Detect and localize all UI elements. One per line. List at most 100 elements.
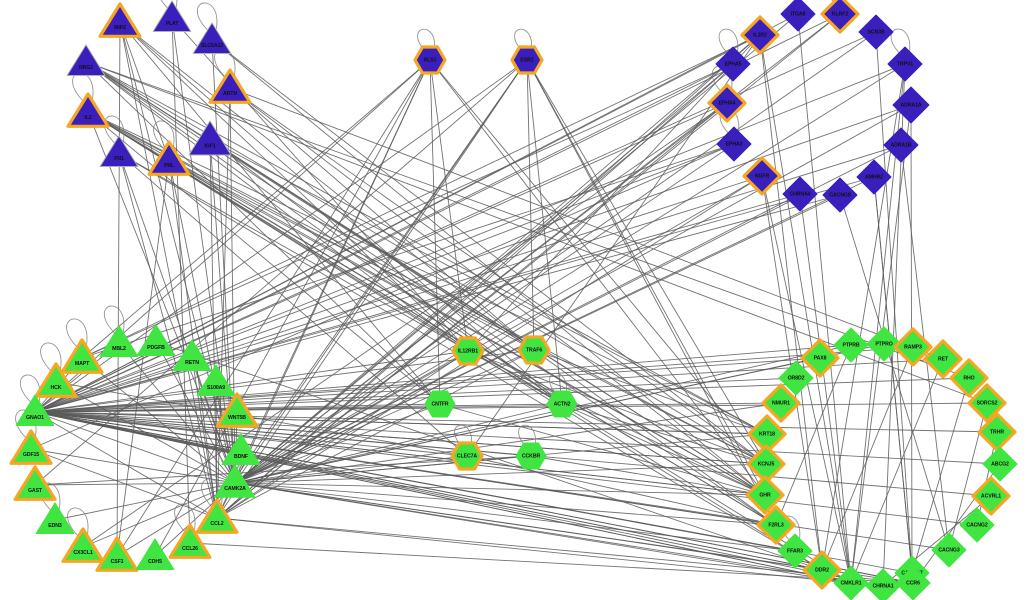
triangle-node-shape[interactable] xyxy=(99,135,139,167)
triangle-node-shape[interactable] xyxy=(34,362,78,398)
graph-node[interactable]: RLS1 xyxy=(413,45,447,75)
graph-node[interactable]: ITGA8 xyxy=(780,0,816,32)
diamond-node-shape[interactable] xyxy=(780,0,816,32)
graph-node[interactable]: PLAT xyxy=(152,0,192,32)
diamond-node-shape[interactable] xyxy=(740,15,780,55)
diamond-node-shape[interactable] xyxy=(820,0,860,34)
graph-node[interactable]: IL2 xyxy=(66,92,110,128)
diamond-node-shape[interactable] xyxy=(856,159,892,195)
graph-node[interactable]: TRPV1 xyxy=(887,46,923,82)
graph-node[interactable]: MAPT xyxy=(60,338,104,374)
hexagon-node-shape[interactable] xyxy=(450,441,484,471)
diamond-node-shape[interactable] xyxy=(949,358,989,398)
graph-node[interactable]: CACNG3 xyxy=(931,532,967,568)
diamond-node-shape[interactable] xyxy=(967,383,1007,423)
hexagon-node-shape[interactable] xyxy=(413,45,447,75)
diamond-node-shape[interactable] xyxy=(971,476,1011,516)
diamond-node-shape[interactable] xyxy=(833,565,869,600)
graph-node[interactable]: EDN3 xyxy=(35,502,75,534)
graph-node[interactable]: RETN xyxy=(172,339,212,371)
triangle-node-shape[interactable] xyxy=(168,523,212,559)
graph-node[interactable]: CLEC7A xyxy=(450,441,484,471)
triangle-node-shape[interactable] xyxy=(35,502,75,534)
graph-node[interactable]: FN1 xyxy=(99,135,139,167)
graph-node[interactable]: ARTN xyxy=(208,68,252,104)
triangle-node-shape[interactable] xyxy=(98,2,142,38)
diamond-node-shape[interactable] xyxy=(745,475,785,515)
graph-node[interactable]: MIP2 xyxy=(98,2,142,38)
diamond-node-shape[interactable] xyxy=(858,14,894,50)
diamond-node-shape[interactable] xyxy=(756,505,796,545)
graph-node[interactable]: EPHA3 xyxy=(716,126,752,162)
diamond-node-shape[interactable] xyxy=(923,339,963,379)
hexagon-node-shape[interactable] xyxy=(424,390,456,418)
triangle-node-shape[interactable] xyxy=(136,324,176,356)
diamond-node-shape[interactable] xyxy=(822,177,858,213)
diamond-node-shape[interactable] xyxy=(887,46,923,82)
triangle-node-shape[interactable] xyxy=(196,364,236,396)
triangle-node-shape[interactable] xyxy=(66,44,106,76)
triangle-node-shape[interactable] xyxy=(15,394,55,426)
diamond-node-shape[interactable] xyxy=(742,156,782,196)
graph-node[interactable]: PAX8 xyxy=(800,338,840,378)
diamond-node-shape[interactable] xyxy=(982,446,1018,482)
graph-node[interactable]: ADRA1A xyxy=(892,86,930,124)
diamond-node-shape[interactable] xyxy=(761,383,801,423)
graph-node[interactable]: ACVRL1 xyxy=(971,476,1011,516)
triangle-node-shape[interactable] xyxy=(172,339,212,371)
diamond-node-shape[interactable] xyxy=(866,326,902,362)
triangle-node-shape[interactable] xyxy=(188,120,232,156)
triangle-node-shape[interactable] xyxy=(214,464,256,498)
graph-node[interactable]: CCL2 xyxy=(195,498,239,534)
hexagon-node-shape[interactable] xyxy=(517,335,551,365)
graph-node[interactable]: CHRNA1 xyxy=(865,568,901,600)
diamond-node-shape[interactable] xyxy=(716,126,752,162)
hexagon-node-shape[interactable] xyxy=(546,390,578,418)
triangle-node-shape[interactable] xyxy=(195,498,239,534)
diamond-node-shape[interactable] xyxy=(800,338,840,378)
hexagon-node-shape[interactable] xyxy=(451,336,485,366)
diamond-node-shape[interactable] xyxy=(931,532,967,568)
graph-node[interactable]: ADRA1B xyxy=(883,127,919,163)
diamond-node-shape[interactable] xyxy=(883,127,919,163)
triangle-node-shape[interactable] xyxy=(13,465,57,501)
triangle-node-shape[interactable] xyxy=(95,536,139,572)
graph-node[interactable]: SLC6A12 xyxy=(192,22,232,54)
triangle-node-shape[interactable] xyxy=(99,325,139,357)
graph-node[interactable]: SCN3B xyxy=(858,14,894,50)
diamond-node-shape[interactable] xyxy=(777,533,813,569)
graph-node[interactable]: EPHA5 xyxy=(715,46,751,82)
hexagon-node-shape[interactable] xyxy=(515,442,547,470)
graph-node[interactable]: FFAR3 xyxy=(777,533,813,569)
diamond-node-shape[interactable] xyxy=(782,176,818,212)
triangle-node-shape[interactable] xyxy=(135,538,175,570)
diamond-node-shape[interactable] xyxy=(778,360,814,396)
diamond-node-shape[interactable] xyxy=(707,83,747,123)
triangle-node-shape[interactable] xyxy=(221,433,261,465)
diamond-node-shape[interactable] xyxy=(892,86,930,124)
diamond-node-shape[interactable] xyxy=(715,46,751,82)
triangle-node-shape[interactable] xyxy=(9,429,53,465)
triangle-node-shape[interactable] xyxy=(66,92,110,128)
triangle-node-shape[interactable] xyxy=(60,338,104,374)
triangle-node-shape[interactable] xyxy=(208,68,252,104)
triangle-node-shape[interactable] xyxy=(152,0,192,32)
graph-node[interactable]: NRG1 xyxy=(66,44,106,76)
graph-node[interactable]: TRAF6 xyxy=(517,335,551,365)
diamond-node-shape[interactable] xyxy=(893,327,933,367)
diamond-node-shape[interactable] xyxy=(833,327,869,363)
triangle-node-shape[interactable] xyxy=(192,22,232,54)
diamond-node-shape[interactable] xyxy=(959,507,995,543)
diamond-node-shape[interactable] xyxy=(895,565,931,600)
triangle-node-shape[interactable] xyxy=(147,140,191,176)
diamond-node-shape[interactable] xyxy=(802,550,842,590)
hexagon-node-shape[interactable] xyxy=(510,45,544,75)
graph-node[interactable]: KLRF2 xyxy=(820,0,860,34)
graph-node[interactable]: CSF1 xyxy=(95,536,139,572)
triangle-node-shape[interactable] xyxy=(215,392,259,428)
triangle-node-shape[interactable] xyxy=(61,527,105,563)
graph-node[interactable]: ABCG2 xyxy=(982,446,1018,482)
graph-node[interactable]: GDF15 xyxy=(9,429,53,465)
